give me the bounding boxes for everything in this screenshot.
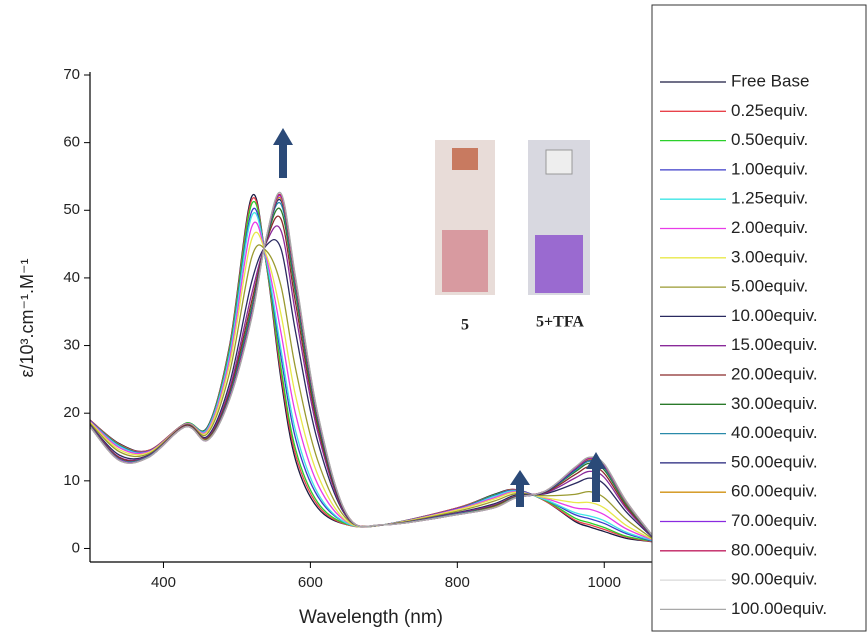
legend-label: 50.00equiv. (731, 452, 818, 471)
y-tick-label: 0 (72, 539, 80, 556)
plot-area (89, 191, 653, 543)
legend-label: 2.00equiv. (731, 218, 808, 237)
arrow (273, 128, 293, 178)
vial-cap (452, 148, 478, 170)
legend-label: 0.50equiv. (731, 130, 808, 149)
series-line (89, 238, 653, 538)
legend-label: 30.00equiv. (731, 394, 818, 413)
x-axis-label: Wavelength (nm) (299, 607, 443, 628)
legend: Free Base 0.25equiv. 0.50equiv. 1.00equiv. 1… (660, 71, 827, 618)
annotation: 5+TFA (536, 314, 584, 331)
y-tick-label: 60 (63, 134, 80, 151)
legend-label: 1.00equiv. (731, 159, 808, 178)
legend-label: 10.00equiv. (731, 306, 818, 325)
legend-label: 70.00equiv. (731, 511, 818, 530)
legend-label: 1.25equiv. (731, 189, 808, 208)
legend-label: 100.00equiv. (731, 599, 827, 618)
legend-label: 5.00equiv. (731, 277, 808, 296)
legend-box (651, 4, 867, 632)
series-line (89, 200, 653, 542)
vial-solution (442, 230, 488, 292)
y-tick-label: 40 (63, 269, 80, 286)
y-tick-label: 50 (63, 201, 80, 218)
series-line (89, 244, 653, 539)
vial-cap (545, 149, 573, 175)
legend-label: 15.00equiv. (731, 335, 818, 354)
annotation: 5 (461, 317, 469, 334)
y-tick-label: 30 (63, 337, 80, 354)
legend-label: 3.00equiv. (731, 247, 808, 266)
y-tick-label: 70 (63, 66, 80, 83)
series-line (89, 191, 653, 536)
y-tick-label: 10 (63, 472, 80, 489)
legend-label: Free Base (731, 71, 809, 90)
legend-label: 40.00equiv. (731, 423, 818, 442)
inset-photos (435, 140, 590, 295)
series-line (89, 212, 653, 541)
arrow (586, 452, 606, 502)
legend-label: 90.00equiv. (731, 570, 818, 589)
vial-solution (535, 235, 583, 293)
legend-label: 60.00equiv. (731, 482, 818, 501)
legend-label: 20.00equiv. (731, 364, 818, 383)
y-tick-label: 20 (63, 404, 80, 421)
x-tick-label: 400 (151, 574, 176, 591)
x-tick-label: 800 (445, 574, 470, 591)
arrow (510, 470, 530, 507)
arrows (273, 128, 606, 507)
legend-label: 80.00equiv. (731, 540, 818, 559)
y-axis-label: ε/10³.cm⁻¹.M⁻¹ (17, 258, 37, 377)
x-tick-label: 600 (298, 574, 323, 591)
legend-label: 0.25equiv. (731, 101, 808, 120)
series-line (89, 231, 653, 540)
x-tick-label: 1000 (588, 574, 621, 591)
series-line (89, 221, 653, 541)
